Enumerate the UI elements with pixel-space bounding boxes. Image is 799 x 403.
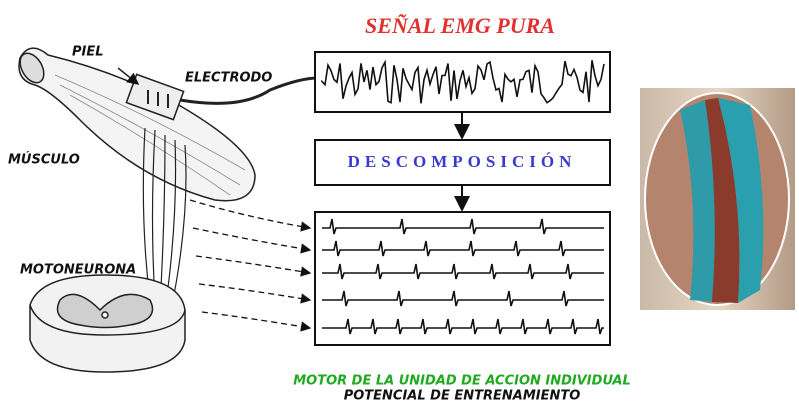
decomposition-label: DESCOMPOSICIÓN xyxy=(348,152,577,171)
muscle-photo xyxy=(640,88,795,310)
dashed-arrow xyxy=(190,200,310,228)
muscle-label: MÚSCULO xyxy=(8,152,80,168)
dashed-arrow xyxy=(199,284,310,300)
dashed-arrow xyxy=(202,312,310,328)
skin-label: PIEL xyxy=(72,45,104,60)
caption-1: MOTOR DE LA UNIDAD DE ACCION INDIVIDUAL xyxy=(293,374,631,389)
muscle-illustration xyxy=(15,48,318,372)
electrode-label: ELECTRODO xyxy=(185,71,272,86)
trains-box xyxy=(315,212,610,345)
dashed-arrow xyxy=(193,228,310,250)
diagram: SEÑAL EMG PURA PIEL ELECTRODO MÚSCULO MO… xyxy=(0,0,799,403)
caption-2: POTENCIAL DE ENTRENAMIENTO xyxy=(344,389,581,403)
motoneuron-label: MOTONEURONA xyxy=(20,263,136,278)
dashed-arrow xyxy=(196,256,310,273)
title: SEÑAL EMG PURA xyxy=(365,13,555,38)
